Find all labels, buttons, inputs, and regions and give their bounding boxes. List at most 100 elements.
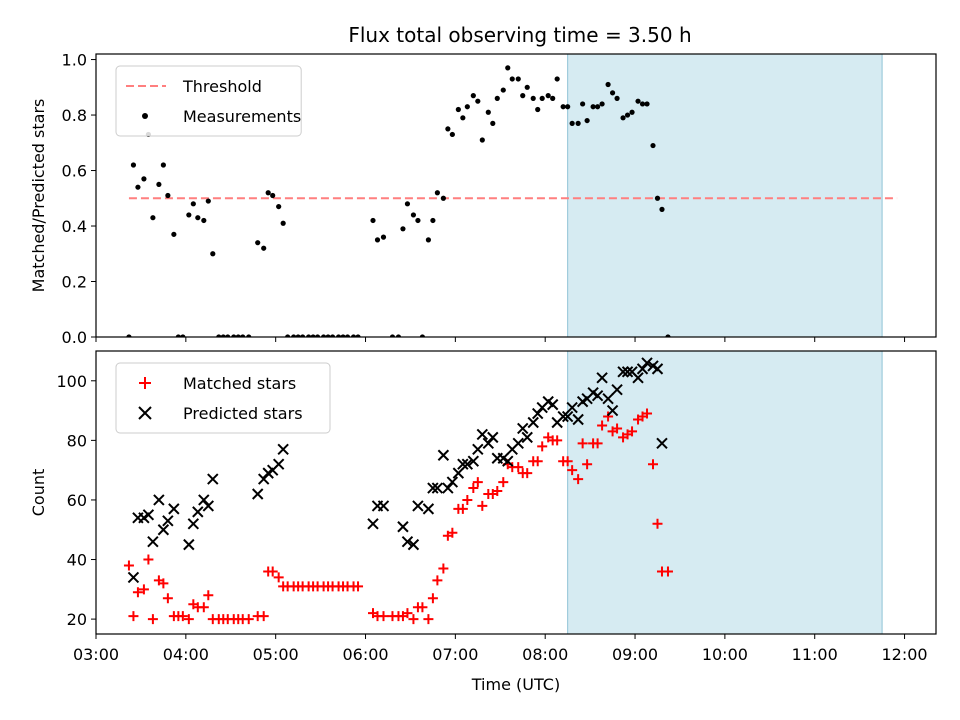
axes-frame bbox=[95, 53, 937, 338]
data-point bbox=[656, 437, 668, 450]
data-point bbox=[567, 465, 578, 476]
data-point bbox=[651, 363, 664, 375]
x-tick-label: 04:00 bbox=[163, 645, 209, 664]
y-axis-label: Matched/Predicted stars bbox=[29, 99, 48, 293]
data-point bbox=[231, 334, 237, 337]
data-point bbox=[636, 363, 649, 375]
data-point bbox=[216, 334, 222, 337]
data-point bbox=[407, 538, 420, 551]
bottom-panel-counts: 20 40 60 80 100 03:00 04:00 05:00 06:00 07:00 08:0… bbox=[29, 350, 937, 694]
data-point bbox=[554, 76, 560, 82]
y-tick-label: 1.0 bbox=[62, 51, 87, 70]
data-point bbox=[285, 334, 291, 337]
data-point bbox=[300, 334, 306, 337]
x-tick-label: 12:00 bbox=[882, 645, 928, 664]
data-point bbox=[255, 240, 261, 246]
data-point bbox=[425, 237, 432, 243]
observing-span bbox=[567, 53, 883, 338]
x-tick-label: 10:00 bbox=[702, 645, 748, 664]
data-point bbox=[521, 431, 533, 444]
data-point bbox=[367, 518, 379, 530]
data-point bbox=[602, 392, 614, 405]
data-point bbox=[457, 458, 469, 470]
data-point bbox=[500, 87, 506, 93]
legend-plus-swatch bbox=[139, 377, 151, 389]
data-point bbox=[431, 482, 444, 494]
data-point bbox=[449, 131, 455, 138]
data-point bbox=[621, 366, 634, 378]
data-point bbox=[596, 372, 608, 384]
data-point bbox=[632, 372, 644, 384]
data-point bbox=[494, 95, 500, 101]
data-point bbox=[123, 560, 134, 571]
data-point bbox=[258, 611, 269, 622]
data-point bbox=[270, 192, 276, 199]
x-tick-label: 11:00 bbox=[792, 645, 838, 664]
data-point bbox=[325, 334, 331, 337]
data-point bbox=[532, 407, 544, 420]
x-tick-label: 08:00 bbox=[522, 645, 568, 664]
data-point bbox=[295, 334, 301, 337]
data-point bbox=[597, 420, 608, 431]
data-point bbox=[530, 95, 536, 101]
data-point bbox=[442, 482, 454, 494]
data-point bbox=[532, 456, 543, 467]
data-point bbox=[171, 231, 177, 237]
x-tick-label: 06:00 bbox=[342, 645, 388, 664]
data-point bbox=[132, 587, 143, 598]
data-point bbox=[400, 226, 406, 232]
y-tick-label: 0.8 bbox=[62, 106, 87, 125]
data-point bbox=[566, 401, 578, 414]
data-point bbox=[142, 509, 155, 521]
data-point bbox=[606, 404, 619, 417]
legend-label: Measurements bbox=[183, 107, 301, 126]
data-point bbox=[272, 458, 285, 470]
data-point bbox=[603, 411, 614, 422]
data-point bbox=[156, 181, 162, 188]
data-point bbox=[432, 575, 443, 586]
data-point bbox=[487, 431, 499, 444]
data-point bbox=[201, 217, 207, 224]
data-point bbox=[662, 566, 673, 577]
y-tick-label: 0.2 bbox=[62, 273, 87, 292]
y-tick-label: 0.0 bbox=[62, 328, 87, 347]
data-point bbox=[515, 76, 521, 82]
data-point bbox=[408, 614, 419, 625]
data-point bbox=[158, 578, 169, 589]
axes-frame bbox=[95, 350, 937, 635]
data-point bbox=[415, 217, 421, 224]
data-point bbox=[595, 104, 601, 110]
data-point bbox=[128, 611, 139, 622]
data-point bbox=[183, 614, 194, 625]
data-point bbox=[452, 467, 465, 479]
data-point bbox=[512, 437, 524, 450]
data-point bbox=[355, 334, 361, 337]
y-tick-label: 100 bbox=[56, 372, 87, 391]
data-point bbox=[207, 473, 219, 485]
data-point bbox=[257, 473, 270, 485]
data-point bbox=[517, 422, 529, 435]
legend-label: Predicted stars bbox=[183, 404, 303, 423]
legend: Threshold Measurements bbox=[115, 65, 302, 137]
data-point bbox=[162, 515, 174, 527]
x-axis bbox=[95, 337, 906, 342]
x-axis: 03:00 04:00 05:00 06:00 07:00 08:00 09:00 10:00… bbox=[73, 634, 928, 664]
data-point bbox=[438, 563, 449, 574]
data-point bbox=[138, 584, 149, 595]
legend-box bbox=[115, 65, 302, 137]
data-point bbox=[522, 468, 533, 479]
data-point bbox=[419, 334, 426, 337]
data-point bbox=[635, 98, 641, 104]
series-predicted-stars bbox=[127, 357, 668, 584]
data-point bbox=[550, 95, 556, 101]
data-point bbox=[126, 334, 132, 337]
data-point bbox=[350, 334, 357, 337]
legend-label: Threshold bbox=[182, 77, 262, 96]
data-point bbox=[490, 120, 496, 126]
data-point bbox=[620, 115, 626, 121]
data-point bbox=[572, 413, 584, 426]
data-point bbox=[492, 486, 503, 497]
data-point bbox=[150, 215, 156, 221]
data-point bbox=[437, 449, 450, 461]
data-point bbox=[340, 334, 346, 337]
